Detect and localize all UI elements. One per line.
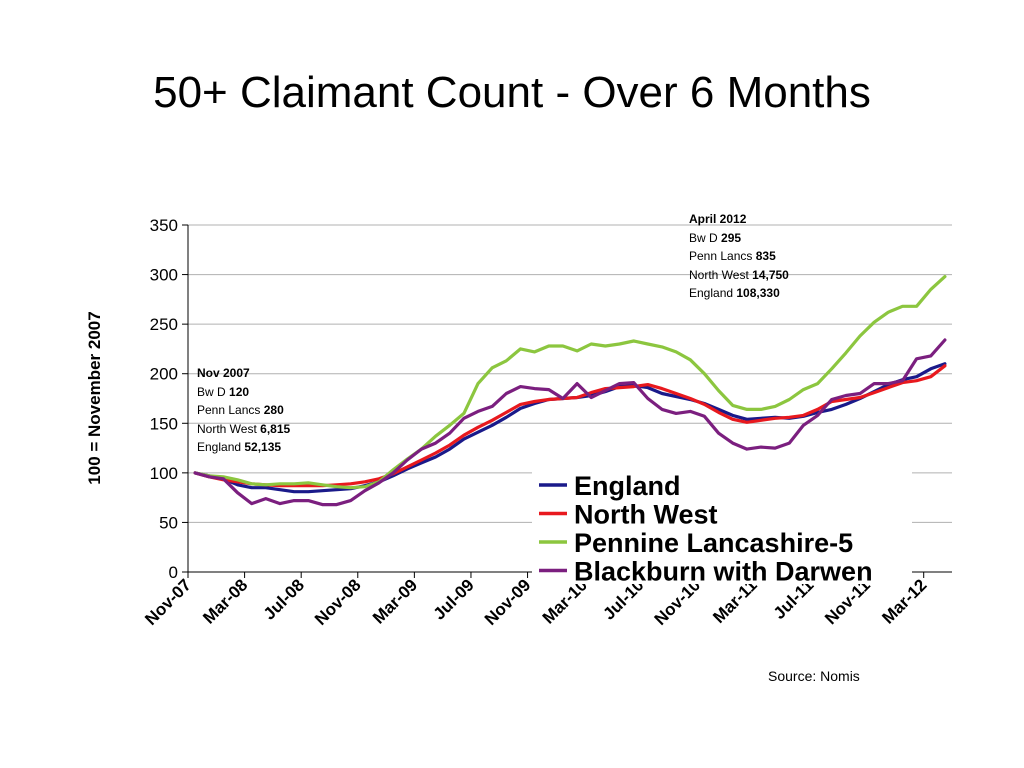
legend-label: England	[574, 471, 681, 501]
x-tick-label: Jul-08	[260, 575, 308, 623]
annotation-value: 835	[755, 249, 776, 263]
x-tick-label: Mar-08	[199, 575, 251, 627]
x-tick-label: Nov-09	[481, 575, 535, 629]
annotation-value: 52,135	[244, 440, 282, 454]
x-tick-label: Jul-09	[430, 575, 478, 623]
annotation-label: Bw D	[689, 230, 722, 245]
y-tick-label: 0	[169, 563, 178, 582]
chart-title: 50+ Claimant Count - Over 6 Months	[153, 68, 871, 117]
annotation-title: April 2012	[689, 212, 747, 226]
y-tick-label: 300	[150, 266, 178, 285]
y-tick-label: 150	[150, 414, 178, 433]
annotation-value: 295	[721, 230, 742, 245]
annotation-value: 280	[263, 403, 284, 417]
series-line-3	[193, 275, 947, 490]
y-tick-label: 250	[150, 315, 178, 334]
annotation-value: 108,330	[736, 286, 780, 300]
annotation-label: Penn Lancs	[197, 403, 264, 417]
legend-label: North West	[574, 500, 718, 530]
x-tick-label: Nov-07	[141, 575, 195, 629]
annotation-label: Bw D	[197, 384, 230, 399]
y-tick-label: 50	[159, 513, 178, 532]
series-lines	[193, 275, 947, 507]
annotation-nov-2007: Nov 2007 Bw D 120 Penn Lancs 280 North W…	[197, 364, 290, 457]
annotation-title: Nov 2007	[197, 366, 250, 380]
source-note: Source: Nomis	[768, 668, 860, 684]
y-tick-label: 100	[150, 464, 178, 483]
y-axis-label: 100 = November 2007	[85, 311, 104, 484]
legend-background	[532, 466, 912, 584]
annotation-label: England	[197, 440, 245, 454]
legend-label: Blackburn with Darwen	[574, 557, 873, 587]
annotation-value: 14,750	[752, 267, 789, 282]
annotation-label: North West	[197, 421, 261, 436]
annotation-label: England	[689, 286, 737, 300]
annotation-label: North West	[689, 267, 753, 282]
series-line-4	[193, 338, 947, 507]
x-tick-label: Mar-09	[369, 575, 421, 627]
annotation-april-2012: April 2012 Bw D 295 Penn Lancs 835 North…	[689, 210, 789, 303]
legend-label: Pennine Lancashire-5	[574, 528, 853, 558]
annotation-value: 6,815	[260, 421, 291, 436]
y-tick-label: 350	[150, 216, 178, 235]
y-tick-label: 200	[150, 365, 178, 384]
x-tick-label: Nov-08	[311, 575, 365, 629]
annotation-value: 120	[229, 384, 250, 399]
annotation-label: Penn Lancs	[689, 249, 756, 263]
y-tick-labels: 0 50 100 150 200 250 300 350	[150, 216, 178, 582]
